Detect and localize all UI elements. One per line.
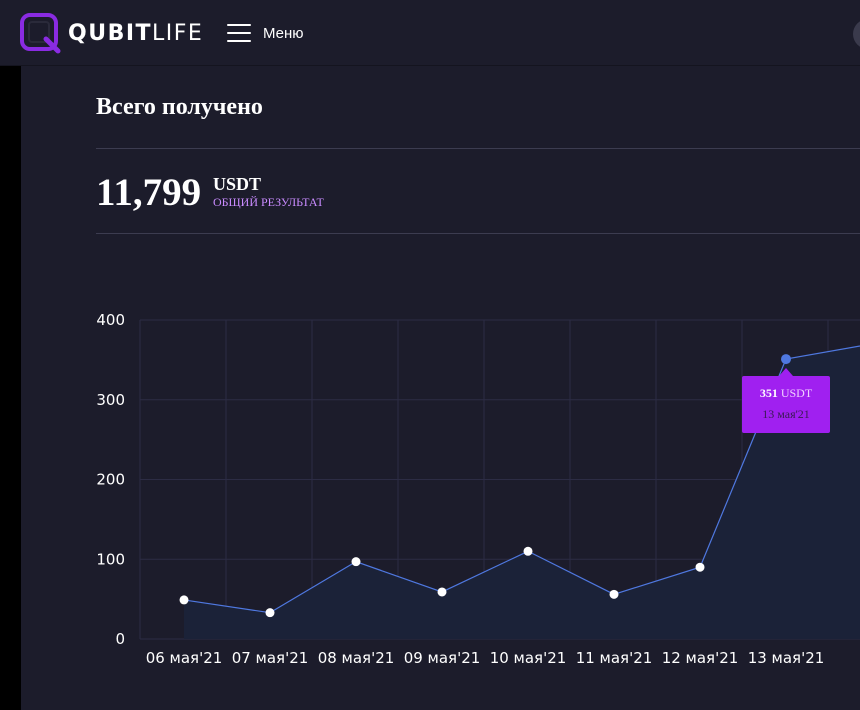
data-point [351, 557, 361, 567]
data-point [609, 589, 619, 599]
left-sidebar-strip [0, 66, 21, 710]
x-tick-label: 06 мая'21 [146, 649, 223, 667]
divider [96, 148, 860, 149]
y-tick-label: 400 [96, 311, 125, 329]
tooltip-date: 13 мая'21 [762, 407, 810, 421]
top-bar: QUBITLIFE Меню [0, 0, 860, 66]
tooltip-unit: USDT [780, 386, 813, 400]
x-tick-label: 11 мая'21 [576, 649, 653, 667]
data-point-highlighted [781, 354, 791, 365]
avatar[interactable] [853, 19, 860, 49]
x-tick-label: 08 мая'21 [318, 649, 395, 667]
data-point [179, 595, 189, 605]
total-unit: USDT [213, 174, 262, 194]
x-tick-label: 07 мая'21 [232, 649, 309, 667]
data-point [437, 587, 447, 597]
hamburger-menu-icon[interactable] [227, 24, 251, 43]
menu-button-label[interactable]: Меню [263, 25, 304, 42]
total-value: 11,799 [96, 171, 202, 214]
tooltip-value: 351 [759, 386, 778, 400]
data-point [265, 608, 275, 618]
brand-logo-text[interactable]: QUBITLIFE [68, 21, 203, 46]
y-tick-label: 0 [115, 630, 125, 648]
tooltip-value-line: 351 USDT [742, 386, 830, 401]
x-tick-label: 10 мая'21 [490, 649, 567, 667]
x-tick-label: 12 мая'21 [662, 649, 739, 667]
data-point [523, 546, 533, 556]
x-tick-label: 13 мая'21 [748, 649, 825, 667]
data-point [695, 562, 705, 572]
logo-bold: QUBIT [68, 21, 153, 46]
x-tick-label: 09 мая'21 [404, 649, 481, 667]
chart-tooltip: 351 USDT 13 мая'21 [742, 376, 830, 433]
qubitlife-logo-icon[interactable] [20, 13, 62, 55]
total-caption: ОБЩИЙ РЕЗУЛЬТАТ [213, 195, 324, 209]
y-tick-label: 200 [96, 471, 125, 489]
tooltip-arrow [779, 368, 793, 376]
y-tick-label: 300 [96, 391, 125, 409]
logo-light: LIFE [152, 21, 204, 46]
divider [96, 233, 860, 234]
area-fill [184, 346, 860, 639]
page-title: Всего получено [96, 94, 263, 120]
y-tick-label: 100 [96, 550, 125, 568]
